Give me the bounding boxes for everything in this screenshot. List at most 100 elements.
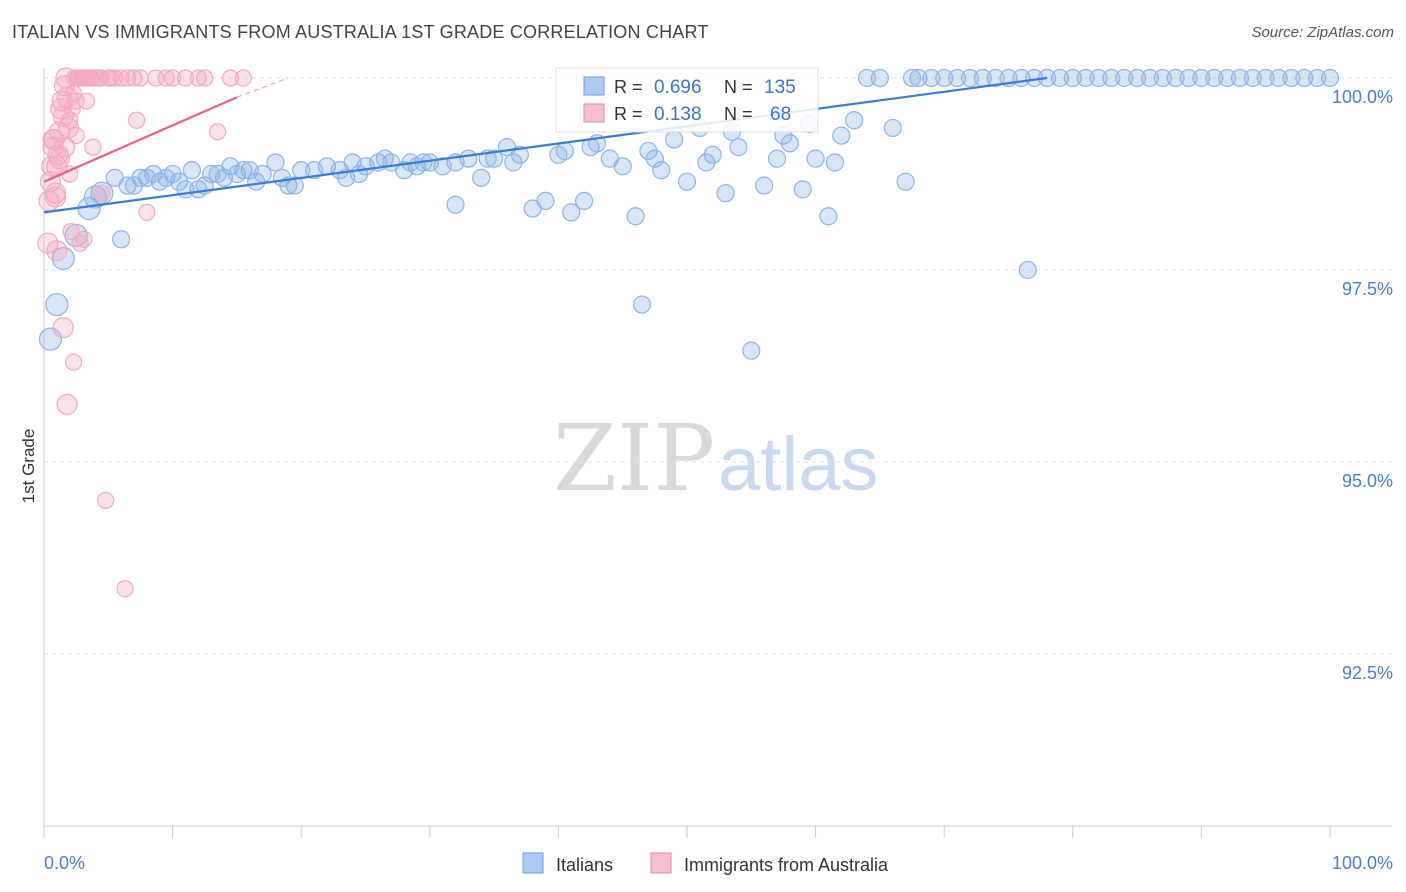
italians-point-1	[45, 292, 69, 317]
italians-point-58	[652, 161, 671, 180]
australia-swatch	[583, 103, 605, 123]
italians-point-116	[697, 153, 716, 172]
italians-point-107	[1140, 68, 1160, 88]
italians-point-133	[645, 149, 664, 168]
italians-point-101	[935, 68, 954, 88]
italians-point-90	[1205, 68, 1224, 88]
italians-point-84	[1102, 68, 1121, 88]
italians-point-108	[1179, 68, 1198, 88]
australia-point-46	[209, 123, 227, 141]
italians-n-label: N =	[724, 77, 753, 97]
italians-swatch	[583, 76, 605, 96]
italians-point-91	[1230, 68, 1250, 88]
australia-r-label: R =	[614, 104, 643, 124]
italians-point-128	[118, 176, 137, 195]
italians-point-60	[677, 172, 697, 191]
italians-n-value: 135	[764, 77, 796, 98]
australia-point-60	[44, 182, 67, 204]
italians-point-76	[922, 68, 941, 88]
italians-point-63	[716, 184, 735, 203]
bottom-legend: Italians Immigrants from Australia	[522, 852, 889, 875]
australia-point-44	[189, 69, 207, 87]
italians-point-95	[1308, 68, 1327, 88]
australia-point-57	[42, 128, 64, 151]
australia-point-54	[75, 230, 93, 248]
italians-point-115	[555, 141, 574, 161]
italians-point-94	[1295, 68, 1314, 88]
italians-point-109	[1218, 68, 1237, 88]
italians-point-17	[182, 161, 201, 180]
australia-point-62	[82, 69, 101, 87]
australia-n-label: N =	[724, 104, 753, 124]
australia-point-18	[62, 223, 80, 241]
australia-point-35	[106, 69, 124, 87]
italians-point-66	[755, 176, 774, 195]
italians-point-93	[1282, 68, 1301, 88]
italians-point-129	[375, 149, 394, 168]
italians-point-64	[729, 138, 748, 157]
australia-point-52	[97, 491, 115, 509]
italians-point-97	[857, 68, 877, 88]
italians-point-104	[1012, 68, 1031, 88]
italians-point-112	[1018, 260, 1037, 280]
italians-r-label: R =	[614, 77, 643, 97]
australia-point-33	[93, 184, 111, 202]
italians-point-111	[1269, 68, 1288, 88]
italians-point-55	[613, 157, 632, 176]
italians-point-77	[947, 68, 967, 88]
australia-trend-dashed	[236, 77, 289, 98]
australia-point-53	[116, 580, 134, 598]
italians-point-102	[960, 68, 980, 88]
legend-italians-label: Italians	[556, 855, 613, 875]
australia-point-48	[46, 240, 68, 262]
italians-point-98	[870, 68, 890, 88]
italians-point-100	[909, 68, 928, 88]
italians-r-value: 0.696	[654, 77, 702, 98]
italians-point-72	[832, 126, 851, 145]
legend-italians-swatch	[522, 852, 544, 874]
australia-point-49	[52, 317, 74, 339]
trend-lines	[43, 76, 1048, 214]
australia-point-61	[77, 92, 96, 110]
australia-point-59	[67, 127, 85, 145]
australia-point-67	[221, 69, 240, 87]
y-axis-title: 1st Grade	[19, 429, 38, 504]
axes	[43, 68, 1392, 838]
y-tick-label-3: 92.5%	[1342, 663, 1393, 683]
italians-point-103	[986, 68, 1005, 88]
y-tick-labels: 100.0% 97.5% 95.0% 92.5%	[1332, 87, 1393, 683]
italians-point-43	[459, 149, 478, 168]
italians-point-134	[825, 153, 844, 172]
watermark: ZIP atlas	[553, 405, 879, 512]
italians-point-96	[1320, 68, 1340, 88]
italians-point-114	[446, 195, 465, 214]
italians-point-87	[1153, 68, 1172, 88]
italians-point-45	[485, 149, 504, 168]
italians-point-67	[767, 149, 787, 168]
italians-point-92	[1256, 68, 1275, 88]
australia-n-value: 68	[770, 104, 791, 125]
italians-point-85	[1115, 68, 1134, 88]
italians-point-52	[575, 191, 594, 210]
italians-point-126	[157, 168, 176, 187]
italians-point-99	[902, 68, 922, 88]
australia-r-value: 0.138	[654, 104, 702, 125]
series-australia-points	[37, 67, 252, 598]
italians-point-86	[1127, 68, 1147, 88]
italians-point-7	[112, 230, 131, 249]
italians-point-51	[562, 203, 581, 222]
watermark-atlas: atlas	[718, 422, 879, 507]
italians-point-70	[806, 149, 825, 168]
italians-point-65	[742, 341, 761, 360]
y-tick-label-1: 97.5%	[1342, 279, 1393, 299]
italians-point-106	[1076, 68, 1095, 88]
australia-point-66	[176, 69, 195, 87]
australia-point-43	[164, 69, 182, 87]
australia-point-41	[138, 203, 156, 221]
chart-title: ITALIAN VS IMMIGRANTS FROM AUSTRALIA 1ST…	[12, 22, 709, 42]
italians-point-71	[819, 207, 838, 226]
australia-point-47	[234, 69, 252, 87]
italians-point-88	[1166, 68, 1185, 88]
italians-point-122	[349, 164, 369, 184]
italians-point-49	[536, 191, 555, 210]
